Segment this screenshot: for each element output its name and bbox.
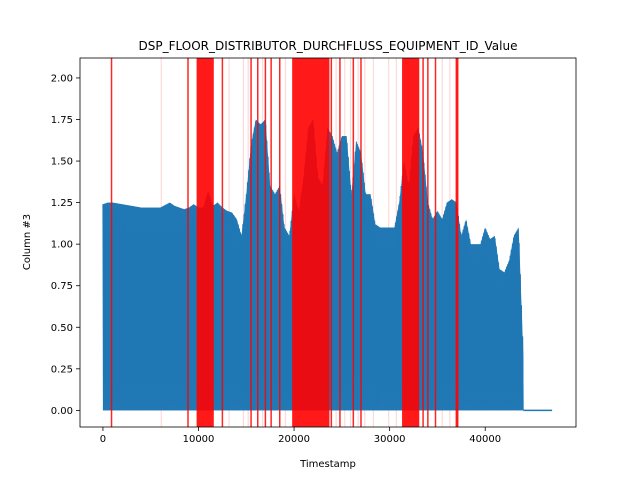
anomaly-band <box>402 58 420 427</box>
y-tick-label: 0.75 <box>51 281 73 292</box>
anomaly-band <box>196 58 214 427</box>
chart-title: DSP_FLOOR_DISTRIBUTOR_DURCHFLUSS_EQUIPME… <box>139 39 518 53</box>
y-tick-label: 1.25 <box>51 198 73 209</box>
y-tick-label: 1.50 <box>51 157 73 168</box>
anomaly-band <box>455 58 459 427</box>
x-tick-label: 0 <box>100 434 106 445</box>
x-tick-label: 10000 <box>183 434 215 445</box>
anomaly-band <box>292 58 330 427</box>
y-tick-label: 0.25 <box>51 364 73 375</box>
x-tick-label: 40000 <box>469 434 501 445</box>
y-tick-label: 1.75 <box>51 115 73 126</box>
y-tick-label: 1.00 <box>51 240 73 251</box>
plot-area <box>102 58 553 427</box>
x-tick-label: 20000 <box>278 434 310 445</box>
y-tick-label: 0.50 <box>51 323 73 334</box>
y-axis: 0.00 0.25 0.50 0.75 1.00 1.25 1.50 1.75 2.00 <box>51 73 80 417</box>
x-axis: 0 10000 20000 30000 40000 <box>100 427 501 445</box>
x-axis-label: Timestamp <box>299 459 356 470</box>
y-tick-label: 2.00 <box>51 73 73 84</box>
y-axis-label: Column #3 <box>22 214 33 270</box>
x-tick-label: 30000 <box>374 434 406 445</box>
axes-frame <box>79 57 577 428</box>
y-tick-label: 0.00 <box>51 406 73 417</box>
